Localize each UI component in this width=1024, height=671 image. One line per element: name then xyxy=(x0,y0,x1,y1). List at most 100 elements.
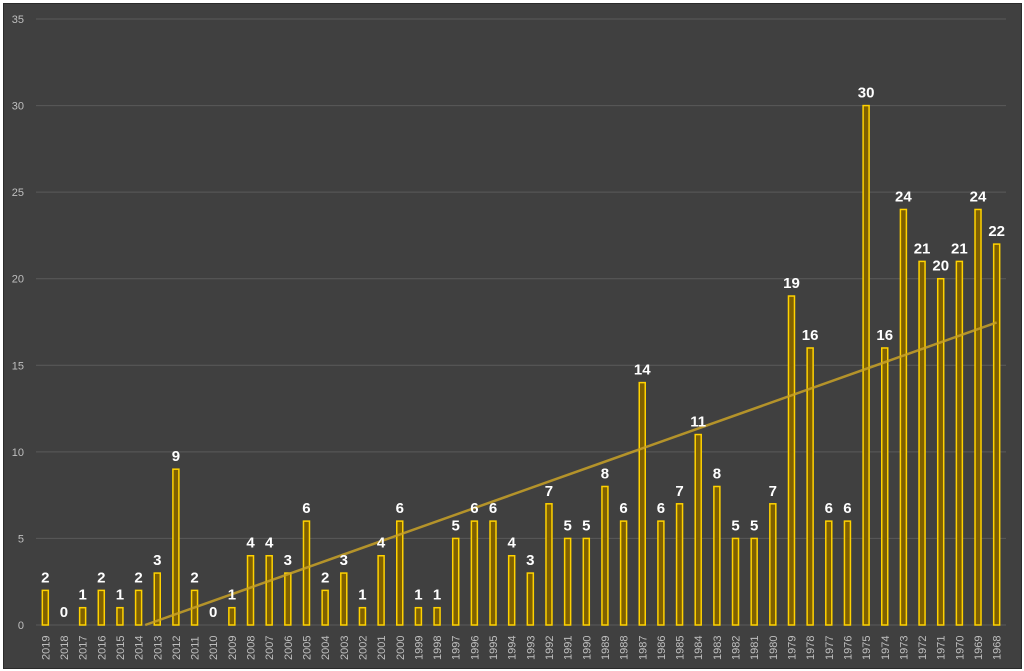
data-label: 3 xyxy=(340,552,348,569)
x-tick-label: 2016 xyxy=(96,636,108,660)
x-tick-label: 1989 xyxy=(600,636,612,660)
y-tick-label: 35 xyxy=(12,14,24,26)
x-tick-label: 1992 xyxy=(544,636,556,660)
bar-2008 xyxy=(246,554,255,626)
data-label: 24 xyxy=(970,188,987,205)
x-tick-label: 1999 xyxy=(413,636,425,660)
x-tick-label: 1981 xyxy=(749,636,761,660)
bar-1972 xyxy=(918,260,926,626)
data-label: 4 xyxy=(377,535,386,552)
data-label: 1 xyxy=(78,587,86,604)
data-label: 6 xyxy=(825,500,833,517)
bar-2000 xyxy=(396,520,404,626)
trendline xyxy=(144,321,998,627)
data-label: 0 xyxy=(209,604,217,621)
data-label: 5 xyxy=(582,517,590,534)
bar-2003 xyxy=(340,572,348,626)
data-label: 4 xyxy=(265,535,274,552)
data-label: 19 xyxy=(783,275,800,292)
x-tick-label: 2003 xyxy=(339,636,351,660)
x-tick-label: 2018 xyxy=(59,636,71,660)
x-tick-label: 2013 xyxy=(152,636,164,660)
bar-1968 xyxy=(992,243,1001,626)
data-label: 30 xyxy=(858,85,875,102)
bar-2001 xyxy=(377,554,385,626)
x-tick-label: 1970 xyxy=(954,636,966,660)
data-label: 3 xyxy=(526,552,534,569)
x-tick-label: 2008 xyxy=(246,636,258,660)
data-label: 6 xyxy=(302,500,310,517)
data-label: 22 xyxy=(988,223,1005,240)
y-tick-label: 0 xyxy=(18,620,24,632)
bar-1981 xyxy=(750,537,758,626)
bars xyxy=(41,104,1001,626)
y-tick-label: 30 xyxy=(12,101,24,113)
data-label: 9 xyxy=(172,448,180,465)
data-label: 8 xyxy=(601,465,609,482)
bar-1989 xyxy=(601,485,609,626)
bar-2019 xyxy=(41,589,50,626)
data-label: 7 xyxy=(675,483,683,500)
x-tick-label: 2012 xyxy=(171,636,183,660)
y-tick-label: 20 xyxy=(12,274,24,286)
x-tick-label: 2007 xyxy=(264,636,276,660)
data-label: 1 xyxy=(358,587,366,604)
data-label: 1 xyxy=(414,587,422,604)
bar-1980 xyxy=(769,503,777,626)
x-tick-label: 1997 xyxy=(451,636,463,660)
y-tick-label: 15 xyxy=(12,360,24,372)
x-tick-label: 2000 xyxy=(395,636,407,660)
data-label: 6 xyxy=(396,500,404,517)
data-label: 14 xyxy=(634,362,651,379)
bar-1971 xyxy=(936,277,945,626)
bar-2006 xyxy=(284,572,292,626)
bar-1992 xyxy=(545,503,553,626)
x-tick-label: 2017 xyxy=(78,636,90,660)
data-label: 5 xyxy=(731,517,739,534)
y-tick-label: 5 xyxy=(18,533,24,545)
x-tick-label: 2011 xyxy=(190,636,202,660)
x-tick-label: 1980 xyxy=(768,636,780,660)
x-tick-label: 1990 xyxy=(581,636,593,660)
data-label: 16 xyxy=(876,327,893,344)
x-tick-label: 1978 xyxy=(805,636,817,660)
bar-2009 xyxy=(228,606,236,626)
bar-1999 xyxy=(414,606,423,626)
x-tick-label: 1986 xyxy=(656,636,668,660)
data-label: 21 xyxy=(914,240,931,257)
bar-1994 xyxy=(507,554,516,626)
data-label: 5 xyxy=(750,517,758,534)
x-tick-label: 1973 xyxy=(898,636,910,660)
bar-1979 xyxy=(787,295,796,626)
x-tick-label: 2005 xyxy=(301,636,313,660)
bar-1975 xyxy=(862,104,870,626)
bar-1985 xyxy=(675,503,684,626)
data-label: 16 xyxy=(802,327,819,344)
x-tick-label: 2014 xyxy=(134,636,146,660)
x-tick-label: 1974 xyxy=(880,636,892,660)
y-tick-label: 10 xyxy=(12,447,24,459)
x-tick-label: 2009 xyxy=(227,636,239,660)
data-label: 2 xyxy=(134,569,142,586)
data-label: 2 xyxy=(97,569,105,586)
x-tick-label: 1984 xyxy=(693,636,705,660)
x-tick-label: 1995 xyxy=(488,636,500,660)
y-tick-label: 25 xyxy=(12,187,24,199)
bar-1983 xyxy=(713,485,721,626)
data-label: 5 xyxy=(563,517,571,534)
bar-1988 xyxy=(619,520,628,626)
bar-1995 xyxy=(489,520,497,626)
x-tick-label: 1971 xyxy=(936,636,948,660)
data-label: 24 xyxy=(895,188,912,205)
x-tick-label: 2010 xyxy=(208,636,220,660)
x-axis: 2019 2018 2017 2016 2015 2014 2013 2012 2011 2010… xyxy=(40,636,1003,660)
bar-1986 xyxy=(657,520,665,626)
data-label: 6 xyxy=(470,500,478,517)
data-label: 5 xyxy=(452,517,460,534)
data-label: 1 xyxy=(433,587,441,604)
x-tick-label: 1993 xyxy=(525,636,537,660)
x-tick-label: 2002 xyxy=(357,636,369,660)
